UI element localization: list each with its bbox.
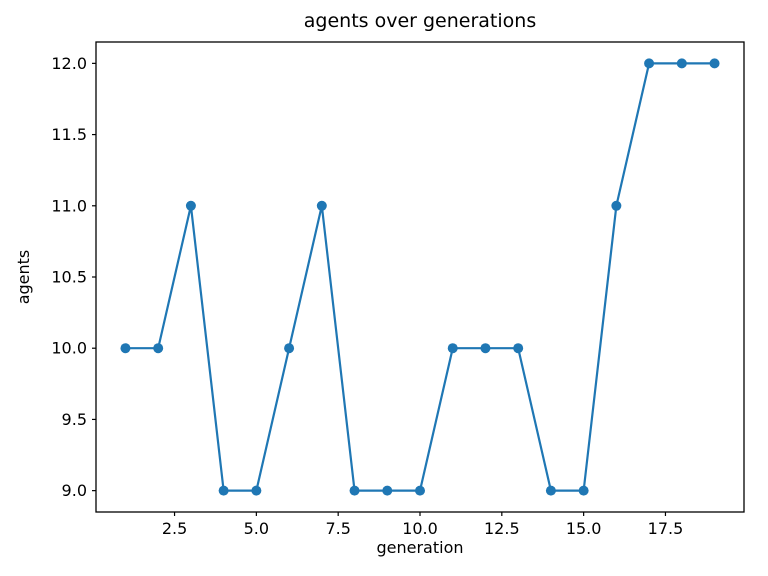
data-point-marker (316, 200, 327, 211)
y-tick-label: 11.5 (51, 125, 87, 144)
data-point-marker (349, 485, 360, 496)
x-tick-label: 5.0 (244, 519, 269, 538)
y-tick-label: 9.5 (62, 410, 87, 429)
data-point-marker (611, 200, 622, 211)
data-point-marker (153, 343, 164, 354)
x-tick-label: 2.5 (162, 519, 187, 538)
y-tick-label: 11.0 (51, 196, 87, 215)
data-point-marker (382, 485, 393, 496)
data-point-marker (644, 58, 655, 69)
data-point-marker (676, 58, 687, 69)
data-point-marker (218, 485, 229, 496)
data-point-marker (447, 343, 458, 354)
y-tick-label: 10.5 (51, 268, 87, 287)
y-tick-label: 10.0 (51, 339, 87, 358)
data-point-marker (251, 485, 262, 496)
data-point-marker (185, 200, 196, 211)
y-tick-label: 12.0 (51, 54, 87, 73)
x-axis-label: generation (376, 538, 464, 557)
line-series (124, 62, 716, 492)
data-point-marker (480, 343, 491, 354)
plot-border (95, 41, 745, 513)
x-tick-label: 17.5 (648, 519, 684, 538)
data-point-marker (578, 485, 589, 496)
x-tick-label: 15.0 (566, 519, 602, 538)
data-point-marker (284, 343, 295, 354)
x-tick-label: 10.0 (402, 519, 438, 538)
y-axis-label: agents (14, 249, 33, 305)
x-tick-label: 7.5 (325, 519, 350, 538)
data-point-marker (545, 485, 556, 496)
x-tick-label: 12.5 (484, 519, 520, 538)
data-point-marker (709, 58, 720, 69)
data-point-marker (120, 343, 131, 354)
chart-title: agents over generations (303, 10, 537, 32)
data-point-marker (513, 343, 524, 354)
y-tick-label: 9.0 (62, 481, 87, 500)
data-point-marker (415, 485, 425, 496)
